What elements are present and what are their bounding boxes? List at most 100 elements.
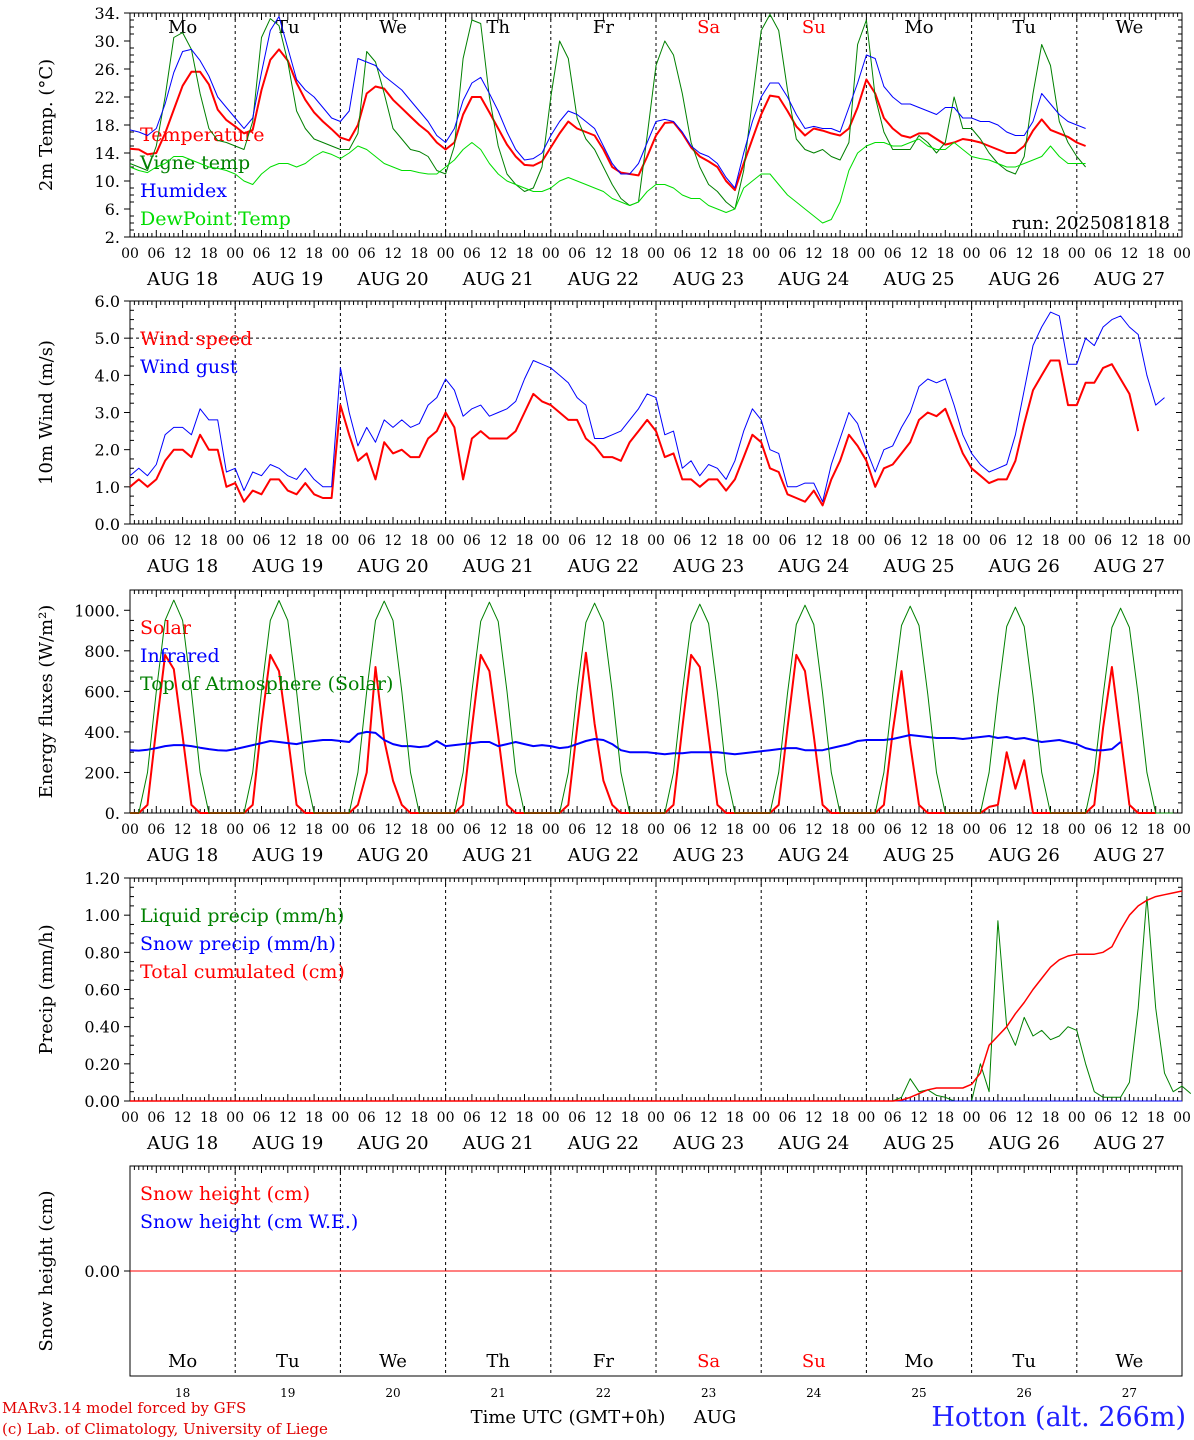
x-hour-label: 06 xyxy=(989,246,1007,262)
x-hour-label: 12 xyxy=(700,822,718,838)
legend-entry: Solar xyxy=(140,617,192,639)
y-tick-label: 1.0 xyxy=(95,478,120,497)
x-day-label: AUG 20 xyxy=(356,269,428,290)
panel-1: 2. 6. 10. 14. 18. 22. 26. 30. 34. 2m Temp. (°C) 00… xyxy=(36,4,1191,290)
x-day-label: AUG 21 xyxy=(462,269,534,290)
x-hour-label: 00 xyxy=(1068,246,1086,262)
legend-entry: Humidex xyxy=(140,180,227,202)
x-hour-label: 18 xyxy=(621,533,639,549)
x-day-label: AUG 22 xyxy=(567,269,639,290)
x-hour-label: 06 xyxy=(147,822,165,838)
day-number-label: 18 xyxy=(175,1386,190,1400)
x-hour-label: 12 xyxy=(805,533,823,549)
dow-label: We xyxy=(1116,17,1144,38)
x-hour-label: 18 xyxy=(200,822,218,838)
legend-entry: Infrared xyxy=(140,645,220,667)
y-tick-label: 10. xyxy=(95,172,120,191)
x-hour-label: 06 xyxy=(1094,533,1112,549)
series-line xyxy=(130,599,1174,814)
x-hour-label: 18 xyxy=(516,246,534,262)
x-hour-label: 18 xyxy=(726,822,744,838)
legend-entry: Liquid precip (mm/h) xyxy=(140,905,344,927)
x-hour-label: 18 xyxy=(831,1110,849,1126)
x-hour-label: 18 xyxy=(621,822,639,838)
x-hour-label: 12 xyxy=(594,822,612,838)
x-hour-label: 18 xyxy=(936,533,954,549)
x-hour-label: 18 xyxy=(516,822,534,838)
x-hour-label: 06 xyxy=(779,1110,797,1126)
x-hour-label: 18 xyxy=(305,822,323,838)
credit-model: MARv3.14 model forced by GFS xyxy=(2,1399,247,1417)
x-hour-label: 12 xyxy=(594,246,612,262)
dow-label: We xyxy=(1116,1351,1144,1372)
x-hour-label: 00 xyxy=(752,246,770,262)
x-day-label: AUG 27 xyxy=(1093,1133,1165,1154)
y-tick-label: 6.0 xyxy=(95,292,120,311)
x-hour-label: 12 xyxy=(700,246,718,262)
y-axis-label: Precip (mm/h) xyxy=(36,924,57,1054)
legend-entry: Snow precip (mm/h) xyxy=(140,933,336,955)
legend-entry: DewPoint Temp xyxy=(140,208,291,230)
y-tick-label: 0.0 xyxy=(95,515,120,534)
x-day-label: AUG 19 xyxy=(251,556,323,577)
x-hour-label: 18 xyxy=(621,1110,639,1126)
x-day-label: AUG 20 xyxy=(356,845,428,866)
x-hour-label: 00 xyxy=(437,246,455,262)
dow-label: Mo xyxy=(168,17,197,38)
x-hour-label: 00 xyxy=(1068,822,1086,838)
x-hour-label: 18 xyxy=(305,246,323,262)
x-hour-label: 18 xyxy=(1147,1110,1165,1126)
x-hour-label: 12 xyxy=(489,533,507,549)
y-tick-label: 30. xyxy=(95,32,120,51)
x-hour-label: 12 xyxy=(1015,822,1033,838)
x-hour-label: 12 xyxy=(174,533,192,549)
y-tick-label: 2.0 xyxy=(95,441,120,460)
y-tick-label: 1.20 xyxy=(84,869,120,888)
x-hour-label: 18 xyxy=(726,246,744,262)
x-hour-label: 06 xyxy=(147,533,165,549)
x-hour-label: 00 xyxy=(121,1110,139,1126)
x-day-label: AUG 19 xyxy=(251,1133,323,1154)
x-hour-label: 12 xyxy=(489,246,507,262)
panel-5: 0.00 Snow height (cm) Mo Tu We Th Fr Sa Su Mo Tu We… xyxy=(36,1165,1183,1428)
x-day-label: AUG 23 xyxy=(672,845,744,866)
y-tick-label: 5.0 xyxy=(95,329,120,348)
dow-label: We xyxy=(379,17,407,38)
x-hour-label: 18 xyxy=(831,822,849,838)
series-line xyxy=(129,730,1122,756)
x-day-label: AUG 22 xyxy=(567,556,639,577)
x-hour-label: 12 xyxy=(279,533,297,549)
x-hour-label: 06 xyxy=(989,533,1007,549)
x-hour-label: 00 xyxy=(1068,533,1086,549)
x-day-label: AUG 18 xyxy=(146,556,218,577)
x-day-label: AUG 19 xyxy=(251,845,323,866)
y-tick-label: 1000. xyxy=(74,601,120,620)
x-hour-label: 12 xyxy=(279,1110,297,1126)
x-hour-label: 12 xyxy=(805,822,823,838)
x-hour-label: 00 xyxy=(1173,246,1191,262)
x-hour-label: 18 xyxy=(1147,822,1165,838)
y-axis-label: Snow height (cm) xyxy=(36,1190,57,1351)
x-hour-label: 00 xyxy=(437,822,455,838)
series-line xyxy=(129,311,1165,503)
y-tick-label: 1.00 xyxy=(84,906,120,925)
y-tick-label: 0. xyxy=(105,804,120,823)
x-axis-label: Time UTC (GMT+0h) xyxy=(471,1407,666,1428)
x-hour-label: 06 xyxy=(1094,1110,1112,1126)
x-hour-label: 12 xyxy=(594,533,612,549)
x-hour-label: 00 xyxy=(857,533,875,549)
x-hour-label: 00 xyxy=(647,822,665,838)
station-name: Hotton (alt. 266m) xyxy=(931,1402,1186,1433)
x-hour-label: 18 xyxy=(1042,1110,1060,1126)
x-day-label: AUG 24 xyxy=(777,845,849,866)
x-day-label: AUG 25 xyxy=(882,269,954,290)
x-hour-label: 00 xyxy=(963,533,981,549)
x-hour-label: 06 xyxy=(358,246,376,262)
x-hour-label: 12 xyxy=(910,822,928,838)
x-day-label: AUG 25 xyxy=(882,1133,954,1154)
x-hour-label: 18 xyxy=(936,822,954,838)
dow-label: Su xyxy=(802,17,826,38)
x-hour-label: 18 xyxy=(305,1110,323,1126)
day-number-label: 25 xyxy=(911,1386,926,1400)
x-hour-label: 00 xyxy=(226,1110,244,1126)
